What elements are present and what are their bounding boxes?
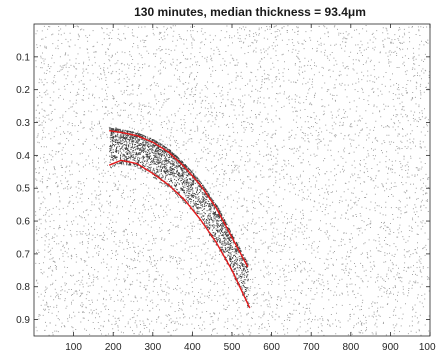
y-tick-label: 0.1 [16, 52, 30, 63]
x-tick-label: 600 [263, 342, 280, 353]
x-tick-label: 100 [65, 342, 82, 353]
y-tick-label: 0.9 [16, 315, 30, 326]
tissue-band-speckle [109, 127, 249, 308]
x-tick-label: 800 [342, 342, 359, 353]
background-speckle [35, 25, 430, 336]
chart-title: 130 minutes, median thickness = 93.4μm [134, 5, 366, 19]
y-tick-label: 0.3 [16, 118, 30, 129]
x-tick-label: 700 [303, 342, 320, 353]
x-tick-label: 900 [382, 342, 399, 353]
y-tick-label: 0.5 [16, 184, 30, 195]
x-tick-label: 200 [105, 342, 122, 353]
series-layer [108, 130, 251, 309]
y-tick-label: 0.2 [16, 85, 30, 96]
y-tick-label: 0.7 [16, 249, 30, 260]
y-tick-label: 0.6 [16, 217, 30, 228]
x-tick-label: 500 [224, 342, 241, 353]
series-line-2 [108, 159, 251, 309]
speckle-noise-image [35, 25, 430, 336]
y-tick-label: 0.8 [16, 282, 30, 293]
x-tick-label: 400 [184, 342, 201, 353]
x-tick-label: 300 [144, 342, 161, 353]
y-tick-label: 0.4 [16, 151, 30, 162]
series-line-1 [109, 130, 249, 268]
